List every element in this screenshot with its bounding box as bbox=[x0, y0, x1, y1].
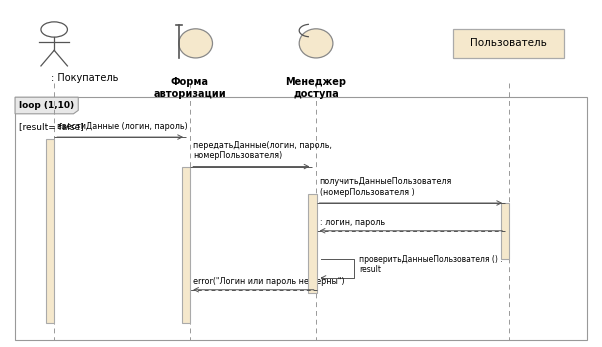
Text: loop (1,10): loop (1,10) bbox=[19, 101, 75, 110]
Bar bbox=[182, 167, 190, 323]
Text: ввестиДанные (логин, пароль): ввестиДанные (логин, пароль) bbox=[57, 122, 188, 131]
Bar bbox=[15, 97, 587, 340]
Text: : логин, пароль: : логин, пароль bbox=[320, 218, 385, 227]
Polygon shape bbox=[15, 97, 78, 114]
Text: Форма
авторизации: Форма авторизации bbox=[154, 77, 226, 99]
Text: передатьДанные(логин, пароль,
номерПользователя): передатьДанные(логин, пароль, номерПольз… bbox=[193, 141, 332, 160]
Text: Пользователь: Пользователь bbox=[470, 39, 547, 48]
Bar bbox=[46, 139, 54, 323]
Text: Менеджер
доступа: Менеджер доступа bbox=[285, 77, 347, 99]
Bar bbox=[308, 194, 317, 293]
Text: получитьДанныеПользователя
(номерПользователя ): получитьДанныеПользователя (номерПользов… bbox=[320, 177, 452, 197]
Text: [result= false]: [result= false] bbox=[19, 122, 84, 132]
Text: проверитьДанныеПользователя () :
result: проверитьДанныеПользователя () : result bbox=[359, 255, 503, 274]
FancyBboxPatch shape bbox=[453, 29, 565, 58]
Text: : Покупатель: : Покупатель bbox=[51, 73, 119, 83]
Text: error("Логин или пароль не верны"): error("Логин или пароль не верны") bbox=[193, 277, 345, 286]
Ellipse shape bbox=[179, 29, 213, 58]
Ellipse shape bbox=[299, 29, 333, 58]
Bar bbox=[501, 203, 509, 259]
